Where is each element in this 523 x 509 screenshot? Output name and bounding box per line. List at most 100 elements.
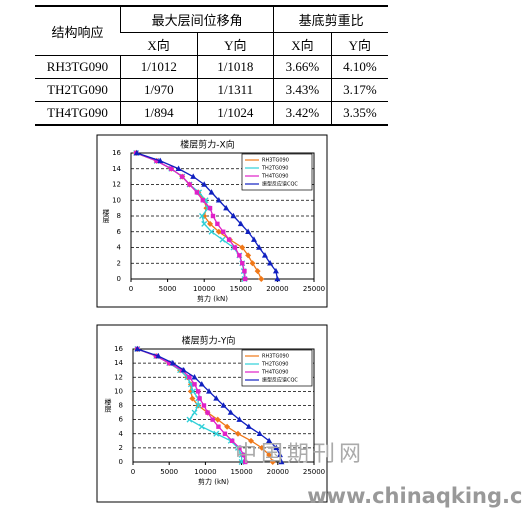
result-table: 结构响应 最大层间位移角 基底剪重比 X向 Y向 X向 Y向 RH3TG090 1… xyxy=(35,5,388,126)
marker xyxy=(190,173,197,179)
marker xyxy=(195,402,202,409)
marker xyxy=(169,166,174,171)
y-tick-label: 4 xyxy=(119,430,124,438)
table-cell: 1/1311 xyxy=(196,78,274,102)
marker xyxy=(206,388,213,394)
marker xyxy=(266,437,273,444)
marker xyxy=(224,423,231,430)
marker xyxy=(207,205,213,211)
marker xyxy=(234,430,241,437)
header-cell: 基底剪重比 xyxy=(273,6,388,33)
y-tick-label: 6 xyxy=(117,228,122,236)
marker xyxy=(274,275,281,282)
marker xyxy=(215,197,222,203)
marker xyxy=(248,437,255,444)
marker xyxy=(190,388,197,395)
marker xyxy=(258,444,265,451)
x-tick-label: 5000 xyxy=(160,468,178,476)
marker xyxy=(276,451,283,458)
x-tick-label: 0 xyxy=(131,468,135,476)
y-tick-label: 14 xyxy=(114,359,123,367)
table-cell: 1/1012 xyxy=(120,55,198,79)
marker xyxy=(256,244,263,250)
marker xyxy=(191,374,198,380)
marker xyxy=(210,417,215,422)
marker xyxy=(254,268,261,275)
marker xyxy=(261,252,268,258)
marker xyxy=(219,236,226,243)
legend-label: TH2TG090 xyxy=(261,166,288,172)
marker xyxy=(240,261,245,266)
table-cell: 1/1024 xyxy=(196,101,274,126)
marker xyxy=(266,451,273,458)
legend-label: 振型反应谱CQC xyxy=(262,377,298,384)
table-cell: 1/894 xyxy=(120,101,198,126)
marker xyxy=(153,353,159,359)
header-cell: X向 xyxy=(273,32,332,56)
marker xyxy=(215,221,220,227)
x-tick-label: 15000 xyxy=(230,468,252,476)
marker xyxy=(157,157,164,164)
y-axis-label: 楼层 xyxy=(104,398,112,414)
header-cell: 最大层间位移角 xyxy=(119,6,274,33)
marker xyxy=(175,165,182,171)
marker xyxy=(220,402,227,408)
marker xyxy=(201,403,207,408)
y-tick-label: 8 xyxy=(117,212,121,220)
marker xyxy=(201,181,208,187)
marker xyxy=(256,430,263,436)
marker xyxy=(180,174,185,179)
table-cell: 1/970 xyxy=(120,78,198,102)
y-tick-label: 12 xyxy=(112,181,121,189)
table-cell: TH2TG090 xyxy=(35,78,121,102)
y-tick-label: 16 xyxy=(112,149,121,157)
marker xyxy=(207,220,214,227)
chart-title: 楼层剪力-Y向 xyxy=(182,335,236,347)
marker xyxy=(187,375,192,380)
y-tick-label: 0 xyxy=(117,275,121,283)
marker xyxy=(197,396,202,401)
legend-label: TH2TG090 xyxy=(261,362,288,368)
marker xyxy=(239,244,246,251)
y-tick-label: 14 xyxy=(112,165,121,173)
marker xyxy=(269,459,276,465)
marker xyxy=(194,190,200,195)
marker xyxy=(242,276,248,282)
marker xyxy=(243,459,248,465)
marker xyxy=(237,445,242,451)
y-tick-label: 10 xyxy=(114,387,123,395)
table-cell: RH3TG090 xyxy=(35,55,121,79)
header-cell: Y向 xyxy=(196,32,274,56)
marker xyxy=(187,182,192,187)
marker xyxy=(242,268,247,274)
marker xyxy=(216,424,221,429)
marker xyxy=(208,189,215,195)
x-tick-label: 20000 xyxy=(267,468,289,476)
marker xyxy=(213,430,220,437)
marker xyxy=(222,431,228,436)
marker xyxy=(198,381,205,387)
marker xyxy=(213,395,220,401)
table-cell: 3.42% xyxy=(273,101,332,126)
table-cell: 3.17% xyxy=(330,78,388,102)
legend-label: RH3TG090 xyxy=(262,158,289,164)
table-cell: 3.66% xyxy=(273,55,332,79)
marker xyxy=(245,252,252,259)
x-tick-label: 25000 xyxy=(303,285,325,293)
marker xyxy=(232,245,238,250)
x-tick-label: 20000 xyxy=(266,285,288,293)
x-tick-label: 10000 xyxy=(194,468,216,476)
table-cell: 3.43% xyxy=(273,78,332,102)
marker xyxy=(241,452,246,458)
legend-label: TH4TG090 xyxy=(261,174,288,180)
plot-area xyxy=(130,152,315,280)
y-tick-label: 8 xyxy=(119,402,123,410)
x-axis-label: 剪力 (kN) xyxy=(197,294,228,303)
marker xyxy=(192,382,197,387)
marker xyxy=(133,149,140,156)
marker xyxy=(250,236,257,242)
marker xyxy=(191,409,198,416)
marker xyxy=(267,260,274,266)
marker xyxy=(237,220,244,227)
